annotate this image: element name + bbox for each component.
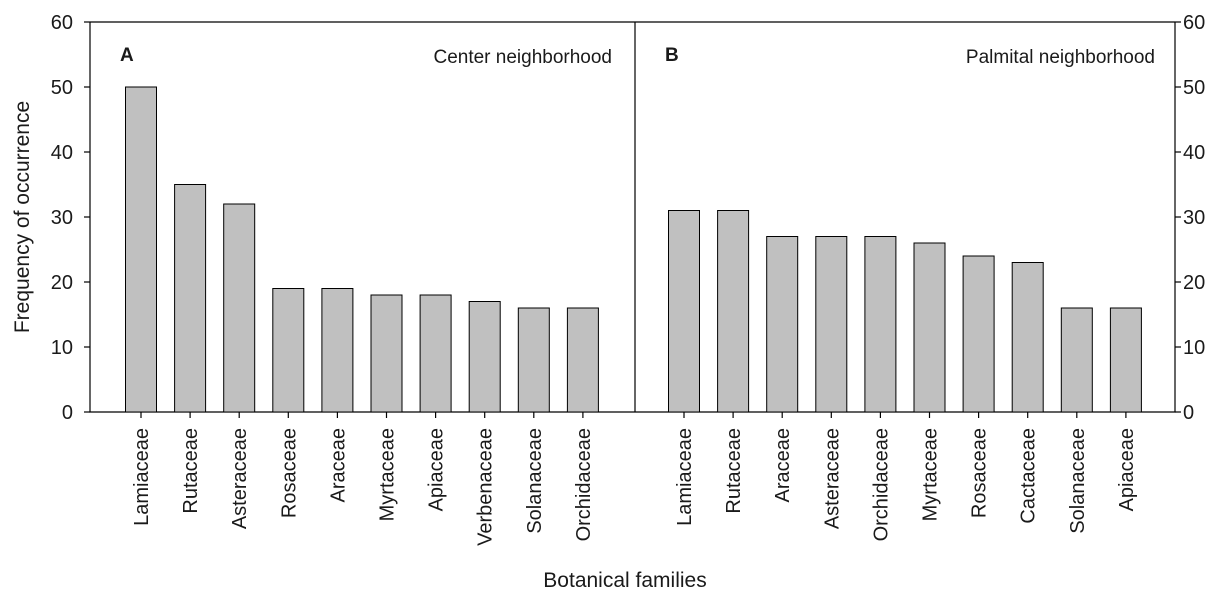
- bar-rutaceae: [174, 184, 207, 413]
- axis-ticks: 0 10 20 30 40 50 60 0 10 20 30 40 50 60: [51, 12, 1206, 424]
- bar-orchidaceae: [566, 307, 599, 413]
- category-label-verbenaceae: Verbenaceae: [475, 428, 497, 546]
- category-label-rutaceae: Rutaceae: [180, 428, 202, 514]
- category-label-araceae: Araceae: [327, 428, 349, 503]
- bars: [125, 86, 1142, 413]
- bar-lamiaceae: [125, 86, 157, 413]
- category-label-apiaceae: Apiaceae: [1116, 428, 1138, 511]
- bar-rutaceae: [717, 210, 750, 413]
- category-label-solanaceae: Solanaceae: [524, 428, 546, 534]
- y-tick-label-left: 50: [51, 77, 73, 99]
- y-tick-label-right: 60: [1183, 12, 1205, 34]
- category-label-myrtaceae: Myrtaceae: [920, 428, 942, 521]
- bar-solanaceae: [1060, 307, 1093, 413]
- category-label-asteraceae: Asteraceae: [821, 428, 843, 529]
- category-label-orchidaceae: Orchidaceae: [573, 428, 595, 541]
- category-label-orchidaceae: Orchidaceae: [870, 428, 892, 541]
- bar-myrtaceae: [913, 242, 946, 413]
- category-label-myrtaceae: Myrtaceae: [377, 428, 399, 521]
- y-tick-label-right: 10: [1183, 337, 1205, 359]
- y-tick-label-right: 0: [1183, 402, 1194, 424]
- panel-b-letter: B: [665, 45, 679, 66]
- bar-araceae: [321, 288, 354, 413]
- panel-a-title: Center neighborhood: [433, 47, 612, 68]
- category-label-lamiaceae: Lamiaceae: [674, 428, 696, 526]
- category-label-asteraceae: Asteraceae: [229, 428, 251, 529]
- y-tick-label-left: 40: [51, 142, 73, 164]
- panel-a-axes: [89, 22, 635, 413]
- bar-asteraceae: [223, 203, 256, 413]
- category-label-solanaceae: Solanaceae: [1067, 428, 1089, 534]
- y-tick-label-left: 20: [51, 272, 73, 294]
- category-label-lamiaceae: Lamiaceae: [131, 428, 153, 526]
- y-tick-label-right: 50: [1183, 77, 1205, 99]
- bar-rosaceae: [272, 288, 305, 413]
- category-label-rutaceae: Rutaceae: [723, 428, 745, 514]
- y-tick-label-left: 0: [62, 402, 73, 424]
- category-label-araceae: Araceae: [772, 428, 794, 503]
- bar-asteraceae: [815, 236, 848, 413]
- y-tick-label-right: 30: [1183, 207, 1205, 229]
- bar-rosaceae: [962, 255, 995, 413]
- category-label-cactaceae: Cactaceae: [1018, 428, 1040, 524]
- category-label-apiaceae: Apiaceae: [426, 428, 448, 511]
- y-tick-label-right: 40: [1183, 142, 1205, 164]
- panel-b-title: Palmital neighborhood: [966, 47, 1155, 68]
- y-tick-label-right: 20: [1183, 272, 1205, 294]
- bar-verbenaceae: [468, 301, 501, 413]
- category-labels: Lamiaceae Rutaceae Asteraceae Rosaceae Arace…: [131, 428, 1138, 546]
- bar-myrtaceae: [370, 294, 403, 413]
- y-tick-label-left: 30: [51, 207, 73, 229]
- x-axis-title: Botanical families: [543, 569, 706, 592]
- bar-lamiaceae: [668, 210, 700, 413]
- bar-apiaceae: [1109, 307, 1142, 413]
- y-axis-title: Frequency of occurrence: [11, 101, 34, 333]
- bar-solanaceae: [517, 307, 550, 413]
- category-label-rosaceae: Rosaceae: [278, 428, 300, 518]
- bar-orchidaceae: [864, 236, 897, 413]
- bar-apiaceae: [419, 294, 452, 413]
- y-tick-label-left: 60: [51, 12, 73, 34]
- y-tick-label-left: 10: [51, 337, 73, 359]
- category-label-rosaceae: Rosaceae: [969, 428, 991, 518]
- bar-araceae: [766, 236, 799, 413]
- panel-b-axes: [635, 22, 1176, 413]
- bar-cactaceae: [1011, 262, 1044, 413]
- panel-a-letter: A: [120, 45, 134, 66]
